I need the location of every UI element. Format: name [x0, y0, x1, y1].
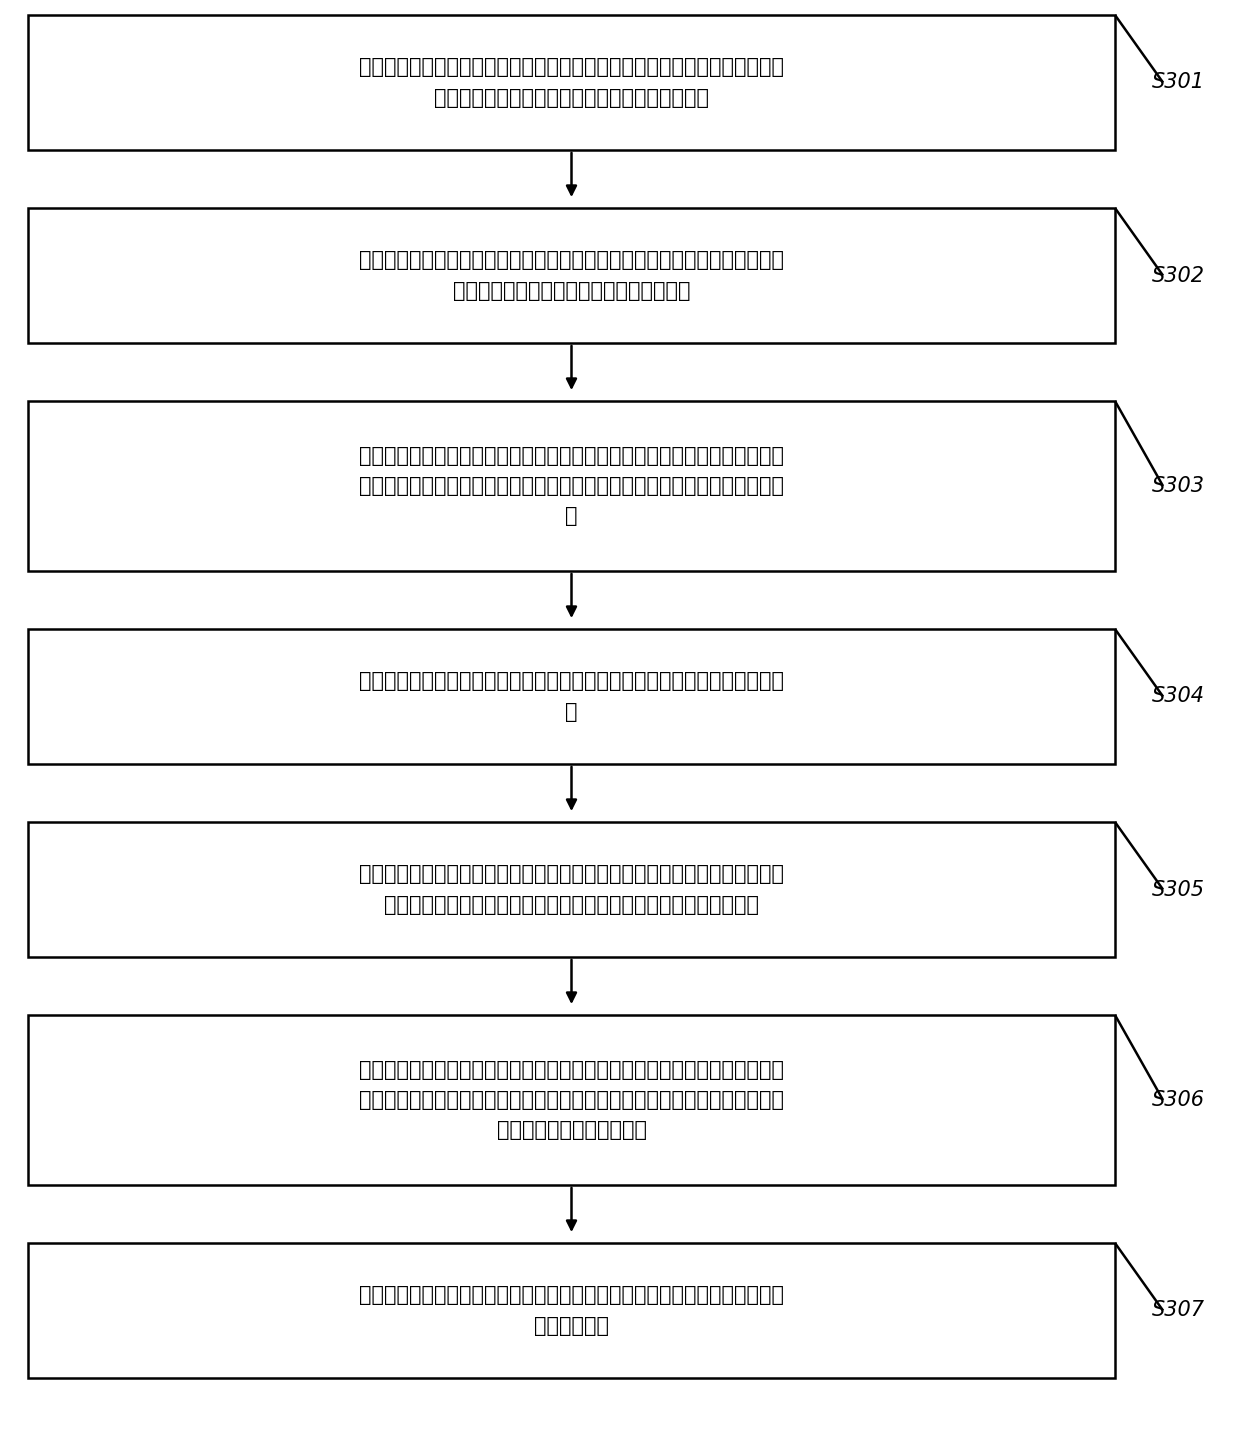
Text: 利用版本号不一致的副本与所述协商机制，激活对于所述分布式存储系统的协
商: 利用版本号不一致的副本与所述协商机制，激活对于所述分布式存储系统的协 商 [360, 672, 784, 722]
Text: 对所述目标协商结果进行数据同步处理，以便所述目标对象在所述多个副本上
保持数据一致: 对所述目标协商结果进行数据同步处理，以便所述目标对象在所述多个副本上 保持数据一… [360, 1286, 784, 1336]
Text: S301: S301 [1152, 72, 1204, 92]
Bar [29, 1015, 1115, 1185]
Text: S304: S304 [1152, 686, 1204, 706]
Text: S303: S303 [1152, 476, 1204, 496]
Bar [29, 14, 1115, 150]
Bar [29, 209, 1115, 344]
Text: 在所述多个副本中选取一个目标副本，将所述目标副本设置为协商发起者，并
将所述多个副本中除所述目标副本以外的其他副本设置为协商参与者: 在所述多个副本中选取一个目标副本，将所述目标副本设置为协商发起者，并 将所述多个… [360, 864, 784, 915]
Text: S305: S305 [1152, 880, 1204, 900]
Text: S302: S302 [1152, 266, 1204, 286]
Text: S307: S307 [1152, 1300, 1204, 1320]
Text: 若所述多个副本的版本号中存在不一致的版本号时，则判断所述多个副本中版
本号一致的副本是否大于等于预设数量阈值: 若所述多个副本的版本号中存在不一致的版本号时，则判断所述多个副本中版 本号一致的… [360, 250, 784, 301]
Bar [29, 823, 1115, 958]
Text: 利用所述协商发起者向所述协商参与者发起协商操作，以便所述协商参与者将
对应副本的版本号返回至所述协商发起者，所述协商发起者对返回的版本号进
行对比，确定目标协商: 利用所述协商发起者向所述协商参与者发起协商操作，以便所述协商参与者将 对应副本的… [360, 1060, 784, 1140]
Text: 接收客户端发送检查请求，在数据读写的过程中，判断所述目标对象在分布式
存储系统不同节点下的多个副本的版本号是否相同: 接收客户端发送检查请求，在数据读写的过程中，判断所述目标对象在分布式 存储系统不… [360, 58, 784, 108]
Bar [29, 1242, 1115, 1378]
Bar [29, 401, 1115, 571]
Text: S306: S306 [1152, 1090, 1204, 1110]
Bar [29, 628, 1115, 764]
Text: 若所述多个副本中版本号一致的副本数量大于等于所述预设数量阈值，则判定
所述多个副本的数据一致，并将判定结果与版本号一致的副本返回至所述客户
端: 若所述多个副本中版本号一致的副本数量大于等于所述预设数量阈值，则判定 所述多个副… [360, 446, 784, 526]
